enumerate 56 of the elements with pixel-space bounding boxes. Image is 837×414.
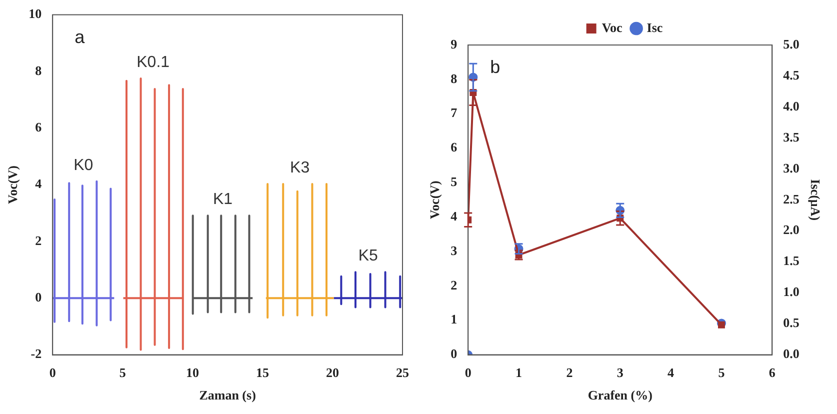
y-tick-label: 5	[450, 174, 458, 190]
y2-tick-label: 1.0	[783, 284, 800, 300]
y2-tick-label: 5.0	[783, 36, 800, 52]
annotation: a	[74, 26, 86, 47]
y2-tick-label: 3.5	[783, 129, 800, 144]
x-tick-label: 1	[516, 364, 522, 380]
x-tick-label: 4	[668, 364, 675, 380]
series-label: K5	[358, 247, 378, 264]
x-tick-label: 3	[616, 364, 624, 380]
y-tick-label: 1	[450, 312, 458, 327]
legend-label: Isc	[646, 20, 663, 35]
y-tick-label: 9	[450, 36, 458, 52]
y2-tick-label: 4.0	[783, 98, 800, 114]
y2-tick-label: 4.5	[783, 67, 800, 82]
y-tick-label: 6	[450, 140, 458, 155]
y2-tick-label: 2.0	[783, 222, 800, 238]
y-tick-label: 6	[35, 119, 42, 134]
x-tick-label: 0	[464, 364, 472, 380]
x-tick-label: 6	[768, 364, 776, 380]
y-tick-label: 2	[450, 277, 458, 292]
x-tick-label: 2	[566, 364, 573, 380]
y-tick-label: 2	[35, 232, 42, 248]
series-label: K0	[74, 156, 94, 174]
y-tick-label: 7	[450, 105, 458, 120]
y-tick-label: 8	[35, 62, 42, 78]
x-axis-title: Grafen (%)	[588, 388, 652, 403]
y2-tick-label: 0.0	[783, 346, 800, 362]
x-axis-title: Zaman (s)	[199, 388, 256, 403]
y2-axis-title: Isc(µA)	[808, 179, 823, 221]
x-tick-label: 20	[326, 364, 340, 380]
y2-tick-label: 1.5	[783, 253, 800, 268]
series-label: K0.1	[136, 54, 170, 71]
y-tick-label: 4	[450, 208, 458, 224]
x-tick-label: 25	[396, 364, 410, 380]
y-tick-label: 10	[28, 6, 42, 22]
y2-tick-label: 2.5	[783, 191, 800, 206]
x-tick-label: 10	[186, 364, 200, 380]
x-tick-label: 5	[718, 364, 726, 380]
x-tick-label: 5	[119, 364, 126, 380]
y-tick-label: 8	[450, 70, 458, 86]
y-tick-label: 0	[35, 289, 42, 304]
annotation: b	[490, 56, 500, 77]
series-label: K3	[290, 159, 310, 176]
x-tick-label: 0	[49, 364, 56, 380]
legend-label: Voc	[602, 20, 623, 35]
y-tick-label: 0	[450, 346, 458, 362]
y2-tick-label: 3.0	[783, 160, 800, 176]
x-tick-label: 15	[256, 364, 270, 380]
y-tick-label: 4	[35, 176, 42, 192]
point	[718, 321, 725, 328]
y-axis-title: Voc(V)	[427, 180, 442, 220]
y-tick-label: -2	[30, 346, 42, 362]
series-label: K1	[212, 191, 233, 208]
y-tick-label: 3	[450, 242, 458, 258]
y2-tick-label: 0.5	[783, 315, 800, 330]
y-axis-title: Voc(V)	[5, 166, 20, 204]
